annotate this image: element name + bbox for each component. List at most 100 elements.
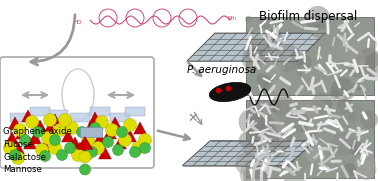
Circle shape [3,142,17,155]
Circle shape [65,121,79,134]
Circle shape [242,48,263,70]
Circle shape [272,92,293,113]
Polygon shape [74,142,87,154]
Circle shape [362,68,369,75]
Circle shape [250,123,279,153]
Bar [80,127,102,137]
Circle shape [71,148,85,161]
Circle shape [355,152,376,174]
Circle shape [39,150,51,161]
Circle shape [355,132,364,141]
Circle shape [269,100,282,112]
Text: Galactose: Galactose [3,153,46,161]
Circle shape [357,47,378,70]
Circle shape [356,160,376,180]
Circle shape [76,127,87,138]
Circle shape [14,123,26,136]
Polygon shape [56,117,68,129]
Circle shape [248,38,270,61]
Polygon shape [183,140,316,165]
Bar [246,100,374,178]
Polygon shape [108,117,121,129]
Circle shape [331,132,356,156]
Circle shape [329,90,339,100]
Circle shape [42,132,54,144]
Circle shape [354,111,370,127]
Circle shape [360,111,378,129]
Polygon shape [133,122,146,134]
Polygon shape [34,120,46,132]
Bar [110,113,130,122]
Circle shape [342,86,355,99]
Polygon shape [77,136,93,150]
Circle shape [243,165,268,181]
Text: NH₂: NH₂ [228,16,237,20]
Circle shape [124,119,136,132]
Circle shape [87,146,98,157]
Circle shape [254,112,261,119]
Circle shape [353,49,378,77]
Polygon shape [187,33,325,61]
Text: HO: HO [74,20,82,24]
Text: ✕: ✕ [188,111,198,125]
Circle shape [245,16,252,22]
Circle shape [82,134,94,146]
Circle shape [366,69,378,82]
Circle shape [283,108,309,134]
Circle shape [277,133,293,149]
Circle shape [331,79,337,85]
Circle shape [354,83,362,91]
Circle shape [262,108,270,116]
Circle shape [273,145,286,158]
Circle shape [310,130,316,137]
Polygon shape [49,114,61,126]
Circle shape [96,115,108,129]
Circle shape [105,123,118,136]
Polygon shape [94,132,106,144]
Polygon shape [12,142,25,154]
Circle shape [239,132,255,148]
Circle shape [326,153,338,165]
Bar [48,110,68,119]
Circle shape [301,100,331,129]
Circle shape [262,121,288,146]
Polygon shape [68,137,81,149]
Circle shape [50,134,60,146]
Polygon shape [84,122,96,134]
Polygon shape [6,132,19,144]
Bar [90,107,110,116]
Circle shape [314,14,322,22]
Circle shape [139,142,150,153]
Circle shape [235,152,258,175]
Circle shape [274,114,297,137]
Circle shape [263,81,272,90]
Polygon shape [15,127,28,139]
Circle shape [359,62,366,69]
Text: Graphene oxide: Graphene oxide [3,127,72,136]
Polygon shape [99,147,112,159]
Circle shape [295,56,304,65]
Circle shape [269,82,276,89]
Circle shape [256,48,286,77]
Circle shape [245,38,273,66]
Circle shape [296,70,302,76]
Circle shape [289,51,305,67]
Circle shape [54,123,67,136]
Circle shape [296,54,311,70]
Circle shape [305,6,330,31]
Circle shape [65,142,76,153]
Circle shape [260,19,270,30]
Circle shape [239,108,266,136]
Bar [246,17,374,95]
Circle shape [243,143,257,156]
Circle shape [313,24,321,31]
Circle shape [252,29,272,49]
Circle shape [247,112,276,141]
Circle shape [256,72,272,88]
Circle shape [311,93,332,114]
Text: Fucose: Fucose [3,140,33,149]
Circle shape [331,77,354,100]
Circle shape [246,20,257,31]
Text: Biofilm dispersal: Biofilm dispersal [259,10,357,23]
Ellipse shape [209,82,251,102]
